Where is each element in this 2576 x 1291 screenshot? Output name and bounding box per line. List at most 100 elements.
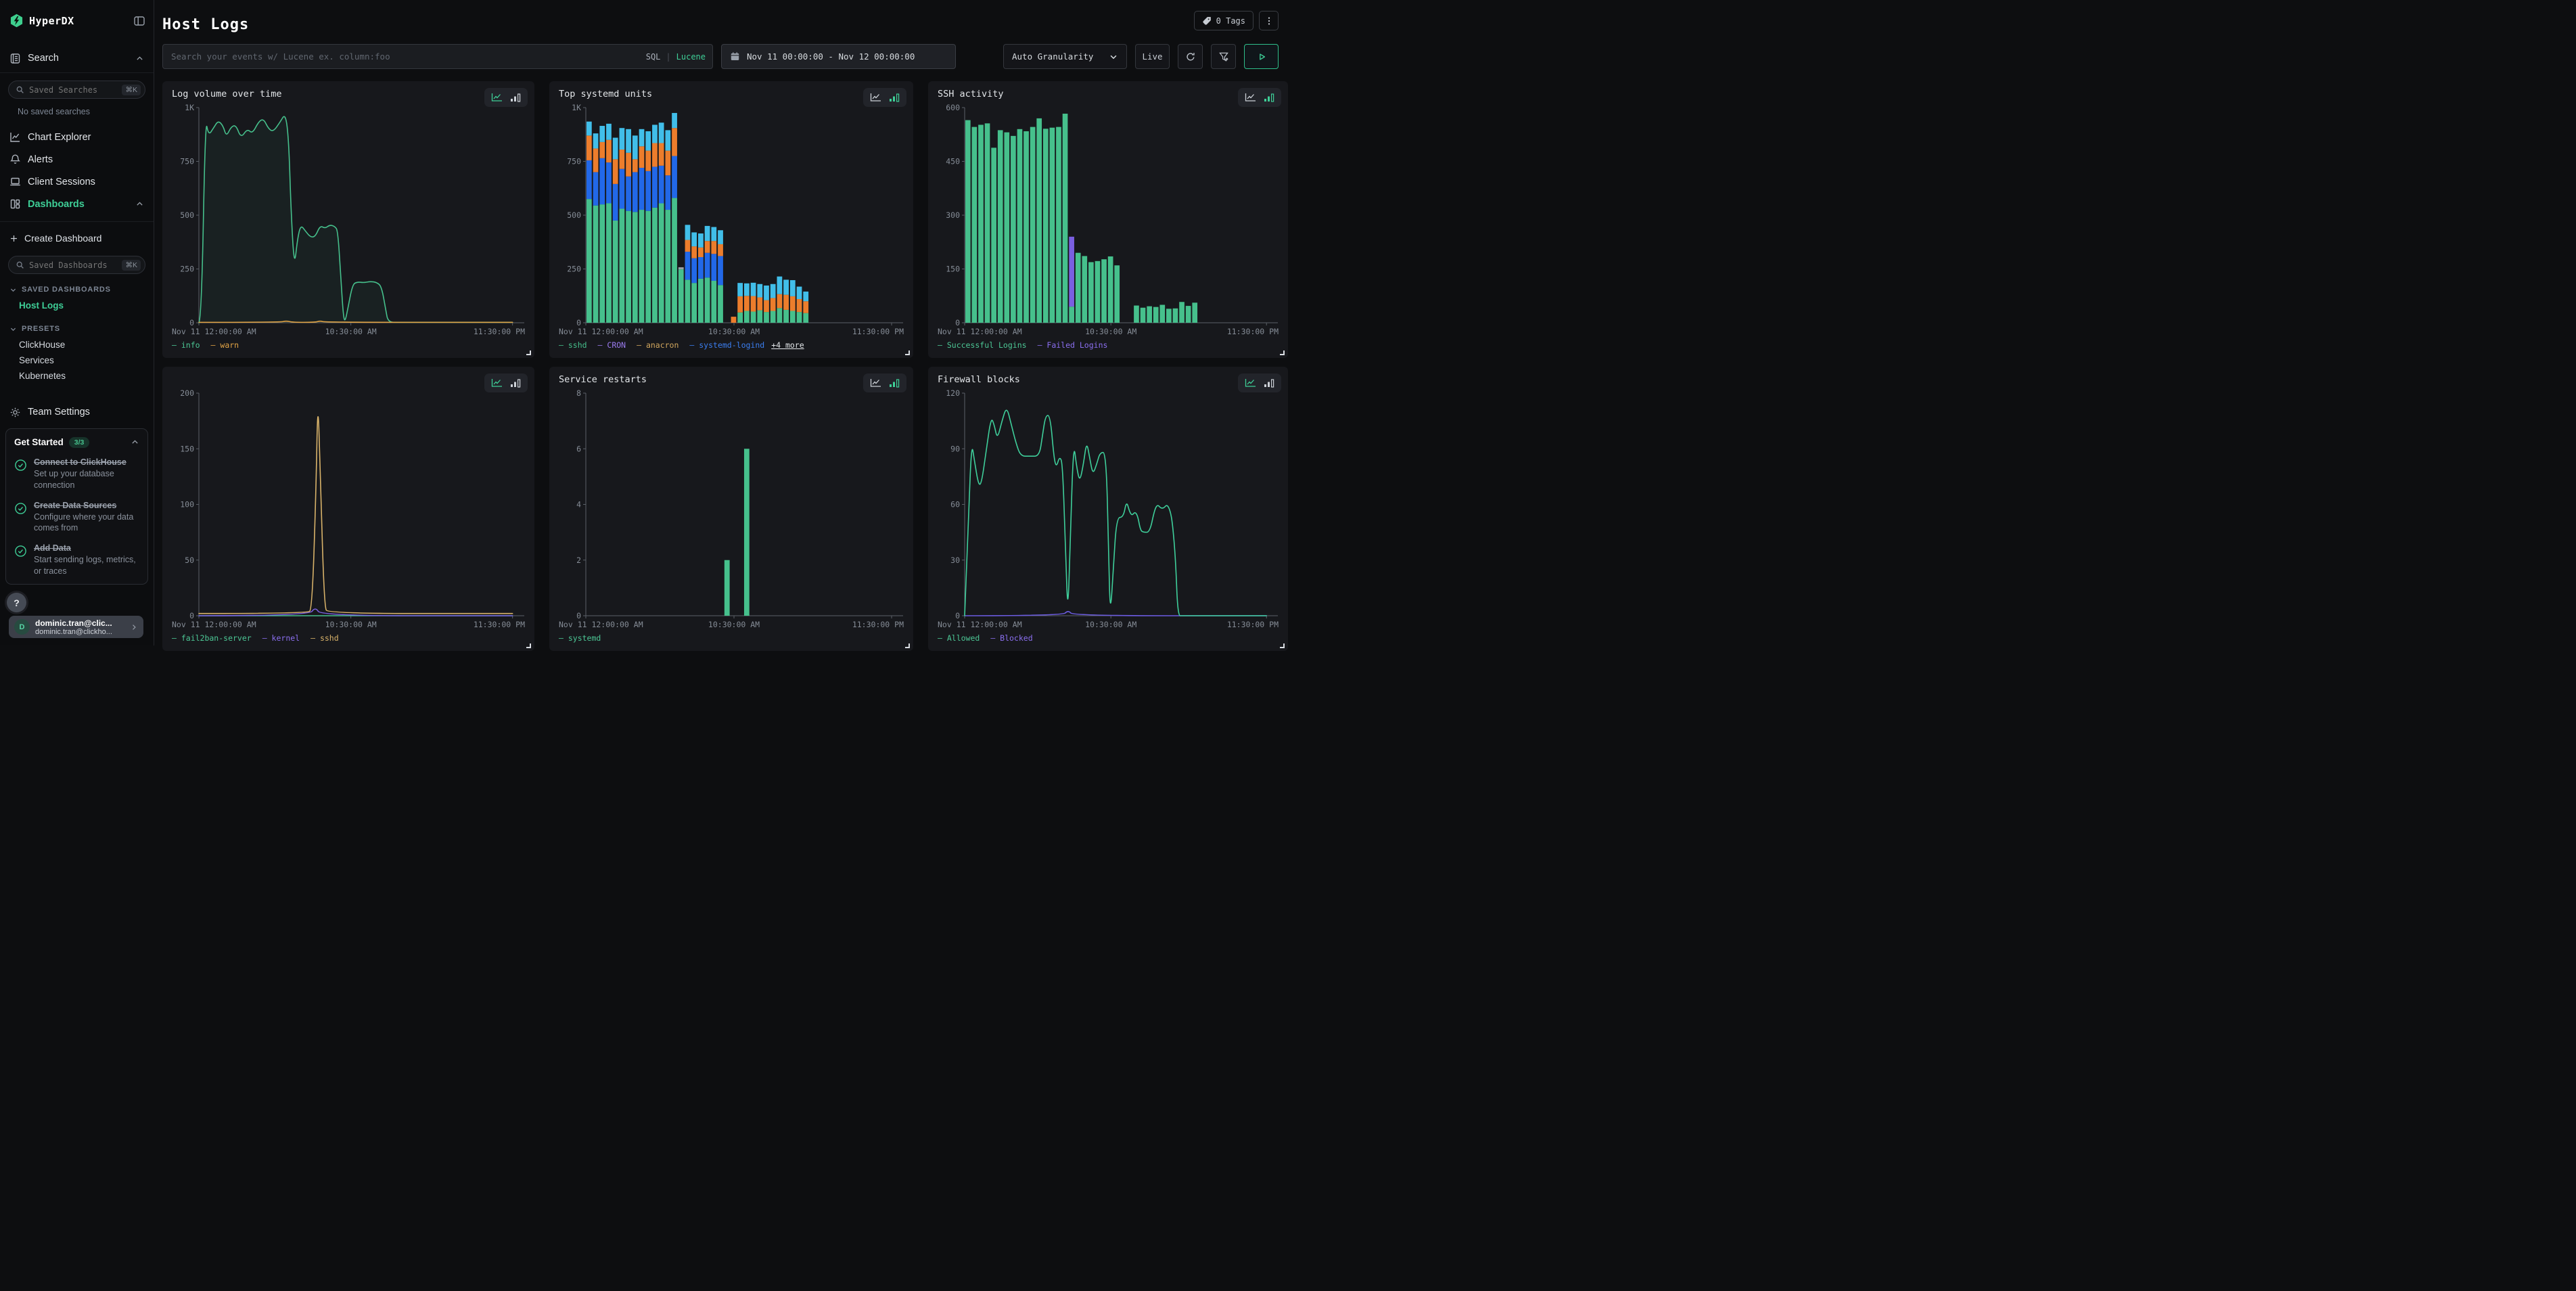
resize-handle[interactable] [526,643,531,648]
bar-chart-toggle-icon[interactable] [510,378,521,388]
chart-title: SSH activity [938,89,1004,99]
svg-text:0: 0 [189,318,194,327]
legend-item[interactable]: — systemd [559,633,601,643]
refresh-button[interactable] [1178,44,1203,69]
sidebar-item-label: Alerts [28,154,53,165]
legend-item[interactable]: — warn [210,340,239,350]
sidebar-item-team-settings[interactable]: Team Settings [0,404,154,420]
tags-button[interactable]: 0 Tags [1193,11,1254,30]
resize-handle[interactable] [1280,350,1285,355]
sidebar-preset-clickhouse[interactable]: ClickHouse [19,340,66,350]
legend-item[interactable]: — info [172,340,200,350]
line-chart-toggle-icon[interactable] [870,378,881,388]
more-menu-button[interactable] [1259,11,1279,30]
saved-searches-field[interactable] [29,85,118,95]
line-chart-toggle-icon[interactable] [1245,93,1256,102]
get-started-item-sources[interactable]: Create Data Sources Configure where your… [14,501,139,535]
line-chart-toggle-icon[interactable] [1245,378,1256,388]
svg-text:0: 0 [576,611,581,620]
legend-item[interactable]: — kernel [262,633,300,643]
legend-item[interactable]: — sshd [559,340,587,350]
resize-handle[interactable] [905,643,910,648]
chart-canvas: 8 6 4 2 0 Nov 11 12:00:00 AM 10:30:00 AM 11:30:… [559,388,904,631]
legend-item[interactable]: — fail2ban-server [172,633,252,643]
help-button[interactable]: ? [7,593,26,612]
chart-type-toggle [863,373,906,392]
chevron-right-icon [133,624,136,630]
saved-dashboards-input[interactable]: ⌘K [8,256,145,274]
bar-chart-toggle-icon[interactable] [889,93,900,102]
get-started-item-connect[interactable]: Connect to ClickHouse Set up your databa… [14,457,139,491]
chart-type-toggle [484,88,528,107]
create-dashboard-button[interactable]: Create Dashboard [0,228,154,248]
get-started-item-add-data[interactable]: Add Data Start sending logs, metrics, or… [14,543,139,577]
bar-chart-toggle-icon[interactable] [889,378,900,388]
filter-button[interactable] [1211,44,1236,69]
chevron-down-icon [1110,55,1117,59]
svg-text:120: 120 [946,388,960,398]
filter-icon [1218,52,1228,62]
sidebar-item-alerts[interactable]: Alerts [0,148,154,171]
legend-item[interactable]: — Successful Logins [938,340,1027,350]
bar-chart-toggle-icon[interactable] [1264,378,1274,388]
live-button[interactable]: Live [1135,44,1170,69]
legend-item[interactable]: — Failed Logins [1037,340,1108,350]
search-icon [16,261,24,269]
chart-canvas: 600 450 300 150 0 Nov 11 12:00:00 AM 10:30:00 … [938,102,1279,338]
legend-item[interactable]: — CRON [597,340,626,350]
legend-item[interactable]: — Allowed [938,633,980,643]
svg-text:10:30:00 AM: 10:30:00 AM [325,620,377,629]
legend-item[interactable]: — systemd-logind [689,340,765,350]
saved-dashboards-field[interactable] [29,260,118,270]
svg-text:Nov 11 12:00:00 AM: Nov 11 12:00:00 AM [938,620,1022,629]
sidebar-item-chart-explorer[interactable]: Chart Explorer [0,126,154,148]
toggle-divider: | [666,51,671,62]
line-chart-toggle-icon[interactable] [491,378,503,388]
sidebar-item-client-sessions[interactable]: Client Sessions [0,171,154,193]
line-chart-toggle-icon[interactable] [870,93,881,102]
sidebar-preset-kubernetes[interactable]: Kubernetes [19,371,66,381]
get-started-item-desc: Set up your database connection [34,468,114,490]
line-chart-toggle-icon[interactable] [491,93,503,102]
search-nav-icon [10,53,20,64]
collapse-sidebar-icon[interactable] [133,15,145,27]
sql-toggle[interactable]: SQL [645,51,661,62]
sidebar-item-label: Chart Explorer [28,131,91,143]
legend-item[interactable]: — anacron [637,340,679,350]
app-window: HyperDX Search ⌘K No saved searches Char… [0,0,1288,651]
saved-searches-input[interactable]: ⌘K [8,81,145,99]
svg-text:90: 90 [950,444,960,453]
sidebar-dashboard-host-logs[interactable]: Host Logs [19,300,64,311]
legend-item[interactable]: — sshd [310,633,339,643]
saved-dashboards-heading[interactable]: SAVED DASHBOARDS [9,286,154,294]
granularity-select[interactable]: Auto Granularity [1003,44,1127,69]
svg-text:2: 2 [576,556,581,565]
legend-more-link[interactable]: +4 more [771,340,804,350]
resize-handle[interactable] [1280,643,1285,648]
sidebar-preset-services[interactable]: Services [19,355,54,365]
svg-text:10:30:00 AM: 10:30:00 AM [1085,620,1136,629]
run-query-button[interactable] [1244,44,1279,69]
svg-text:10:30:00 AM: 10:30:00 AM [708,620,760,629]
resize-handle[interactable] [905,350,910,355]
sidebar-item-dashboards[interactable]: Dashboards [0,193,154,215]
lucene-toggle[interactable]: Lucene [676,51,706,62]
presets-heading[interactable]: PRESETS [9,325,154,333]
chart-title: Firewall blocks [938,374,1020,385]
chart-panel-5: Service restarts 8 6 4 2 0 Nov 11 12:00:00 AM 1… [549,367,913,651]
get-started-progress-badge: 3/3 [68,436,90,448]
sidebar-item-search[interactable]: Search [0,50,154,66]
svg-text:1K: 1K [185,103,194,112]
time-range-picker[interactable]: Nov 11 00:00:00 - Nov 12 00:00:00 [721,44,956,69]
bar-chart-toggle-icon[interactable] [510,93,521,102]
chart-canvas: 200 150 100 50 0 Nov 11 12:00:00 AM 10:30:00 A… [172,388,525,631]
resize-handle[interactable] [526,350,531,355]
legend-item[interactable]: — Blocked [990,633,1033,643]
shortcut-badge: ⌘K [122,259,141,271]
chevron-down-icon [10,288,16,292]
search-input[interactable] [162,44,713,69]
chart-canvas: 1K 750 500 250 0 Nov 11 12:00:00 AM 10:30:00 A… [172,102,525,338]
bar-chart-toggle-icon[interactable] [1264,93,1274,102]
user-menu[interactable]: D dominic.tran@clic... dominic.tran@clic… [9,616,143,638]
get-started-header[interactable]: Get Started 3/3 [14,436,139,448]
